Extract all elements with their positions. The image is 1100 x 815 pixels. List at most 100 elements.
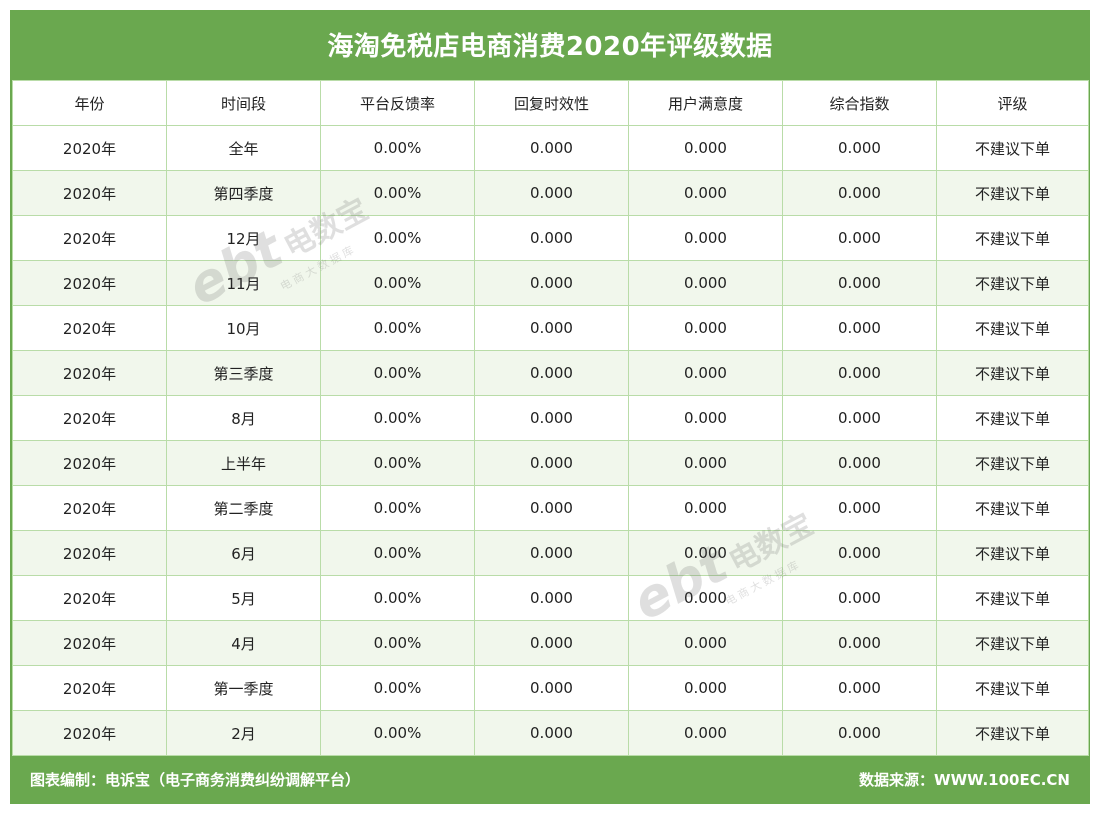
cell-period: 4月 — [166, 620, 321, 666]
cell-composite-index: 0.000 — [782, 665, 937, 711]
cell-satisfaction: 0.000 — [628, 395, 783, 441]
cell-feedback-rate: 0.00% — [320, 485, 475, 531]
cell-composite-index: 0.000 — [782, 530, 937, 576]
cell-reply-timeliness: 0.000 — [474, 665, 629, 711]
rating-table: 年份 时间段 平台反馈率 回复时效性 用户满意度 综合指数 评级 2020年 全年… — [12, 80, 1089, 756]
cell-rating: 不建议下单 — [936, 620, 1089, 666]
cell-rating: 不建议下单 — [936, 215, 1089, 261]
cell-feedback-rate: 0.00% — [320, 620, 475, 666]
cell-composite-index: 0.000 — [782, 710, 937, 756]
cell-feedback-rate: 0.00% — [320, 710, 475, 756]
cell-satisfaction: 0.000 — [628, 620, 783, 666]
cell-rating: 不建议下单 — [936, 350, 1089, 396]
table-row: 2020年 11月 0.00% 0.000 0.000 0.000 不建议下单 — [12, 260, 1089, 306]
cell-composite-index: 0.000 — [782, 620, 937, 666]
cell-period: 上半年 — [166, 440, 321, 486]
cell-satisfaction: 0.000 — [628, 170, 783, 216]
cell-composite-index: 0.000 — [782, 575, 937, 621]
footer: 图表编制：电诉宝（电子商务消费纠纷调解平台） 数据来源：WWW.100EC.CN — [10, 755, 1090, 804]
cell-reply-timeliness: 0.000 — [474, 350, 629, 396]
table-row: 2020年 第二季度 0.00% 0.000 0.000 0.000 不建议下单 — [12, 485, 1089, 531]
column-header-satisfaction: 用户满意度 — [628, 80, 783, 126]
cell-year: 2020年 — [12, 485, 167, 531]
cell-rating: 不建议下单 — [936, 575, 1089, 621]
cell-reply-timeliness: 0.000 — [474, 305, 629, 351]
table-row: 2020年 2月 0.00% 0.000 0.000 0.000 不建议下单 — [12, 710, 1089, 756]
cell-composite-index: 0.000 — [782, 485, 937, 531]
cell-composite-index: 0.000 — [782, 215, 937, 261]
cell-year: 2020年 — [12, 710, 167, 756]
cell-composite-index: 0.000 — [782, 440, 937, 486]
cell-feedback-rate: 0.00% — [320, 125, 475, 171]
table-header-row: 年份 时间段 平台反馈率 回复时效性 用户满意度 综合指数 评级 — [12, 80, 1089, 126]
cell-year: 2020年 — [12, 215, 167, 261]
cell-feedback-rate: 0.00% — [320, 665, 475, 711]
cell-reply-timeliness: 0.000 — [474, 395, 629, 441]
column-header-period: 时间段 — [166, 80, 321, 126]
table-row: 2020年 4月 0.00% 0.000 0.000 0.000 不建议下单 — [12, 620, 1089, 666]
cell-period: 6月 — [166, 530, 321, 576]
cell-year: 2020年 — [12, 575, 167, 621]
column-header-reply-timeliness: 回复时效性 — [474, 80, 629, 126]
cell-composite-index: 0.000 — [782, 305, 937, 351]
cell-satisfaction: 0.000 — [628, 305, 783, 351]
chart-frame: 海淘免税店电商消费2020年评级数据 年份 时间段 平台反馈率 回复时效性 用户… — [10, 10, 1090, 804]
cell-period: 第四季度 — [166, 170, 321, 216]
cell-year: 2020年 — [12, 350, 167, 396]
table-row: 2020年 上半年 0.00% 0.000 0.000 0.000 不建议下单 — [12, 440, 1089, 486]
table-row: 2020年 5月 0.00% 0.000 0.000 0.000 不建议下单 — [12, 575, 1089, 621]
cell-year: 2020年 — [12, 395, 167, 441]
table-row: 2020年 10月 0.00% 0.000 0.000 0.000 不建议下单 — [12, 305, 1089, 351]
cell-rating: 不建议下单 — [936, 125, 1089, 171]
column-header-feedback-rate: 平台反馈率 — [320, 80, 475, 126]
table-row: 2020年 全年 0.00% 0.000 0.000 0.000 不建议下单 — [12, 125, 1089, 171]
cell-satisfaction: 0.000 — [628, 350, 783, 396]
cell-period: 第三季度 — [166, 350, 321, 396]
cell-rating: 不建议下单 — [936, 395, 1089, 441]
cell-satisfaction: 0.000 — [628, 260, 783, 306]
cell-period: 全年 — [166, 125, 321, 171]
cell-period: 2月 — [166, 710, 321, 756]
cell-composite-index: 0.000 — [782, 395, 937, 441]
cell-satisfaction: 0.000 — [628, 215, 783, 261]
footer-source: 数据来源：WWW.100EC.CN — [859, 771, 1070, 789]
cell-year: 2020年 — [12, 440, 167, 486]
cell-period: 5月 — [166, 575, 321, 621]
column-header-composite-index: 综合指数 — [782, 80, 937, 126]
cell-rating: 不建议下单 — [936, 260, 1089, 306]
cell-reply-timeliness: 0.000 — [474, 260, 629, 306]
cell-rating: 不建议下单 — [936, 665, 1089, 711]
cell-period: 8月 — [166, 395, 321, 441]
column-header-rating: 评级 — [936, 80, 1089, 126]
cell-feedback-rate: 0.00% — [320, 170, 475, 216]
cell-composite-index: 0.000 — [782, 350, 937, 396]
column-header-year: 年份 — [12, 80, 167, 126]
cell-year: 2020年 — [12, 665, 167, 711]
table-row: 2020年 8月 0.00% 0.000 0.000 0.000 不建议下单 — [12, 395, 1089, 441]
cell-satisfaction: 0.000 — [628, 530, 783, 576]
cell-satisfaction: 0.000 — [628, 440, 783, 486]
cell-rating: 不建议下单 — [936, 170, 1089, 216]
cell-feedback-rate: 0.00% — [320, 575, 475, 621]
cell-period: 第二季度 — [166, 485, 321, 531]
cell-period: 10月 — [166, 305, 321, 351]
cell-reply-timeliness: 0.000 — [474, 485, 629, 531]
cell-composite-index: 0.000 — [782, 170, 937, 216]
cell-reply-timeliness: 0.000 — [474, 710, 629, 756]
cell-satisfaction: 0.000 — [628, 710, 783, 756]
table-body: 2020年 全年 0.00% 0.000 0.000 0.000 不建议下单 2020年 第四季… — [12, 125, 1089, 756]
cell-period: 12月 — [166, 215, 321, 261]
cell-year: 2020年 — [12, 305, 167, 351]
cell-reply-timeliness: 0.000 — [474, 215, 629, 261]
cell-rating: 不建议下单 — [936, 530, 1089, 576]
cell-composite-index: 0.000 — [782, 260, 937, 306]
cell-feedback-rate: 0.00% — [320, 395, 475, 441]
cell-rating: 不建议下单 — [936, 440, 1089, 486]
cell-satisfaction: 0.000 — [628, 485, 783, 531]
table-row: 2020年 6月 0.00% 0.000 0.000 0.000 不建议下单 — [12, 530, 1089, 576]
cell-period: 第一季度 — [166, 665, 321, 711]
cell-reply-timeliness: 0.000 — [474, 530, 629, 576]
cell-feedback-rate: 0.00% — [320, 305, 475, 351]
cell-year: 2020年 — [12, 530, 167, 576]
cell-rating: 不建议下单 — [936, 710, 1089, 756]
